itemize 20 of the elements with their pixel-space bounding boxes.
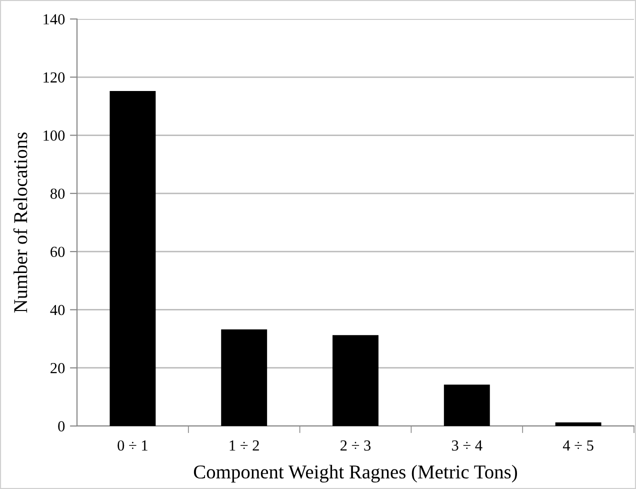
x-tick-label: 2 ÷ 3 [340, 440, 371, 451]
y-tick-label: 60 [50, 246, 65, 258]
x-tick-label: 3 ÷ 4 [452, 440, 482, 451]
x-tick-label: 0 ÷ 1 [118, 440, 148, 451]
y-tick-label: 40 [50, 304, 65, 316]
y-tick-label: 100 [44, 130, 65, 141]
bar [332, 335, 378, 426]
y-tick-label: 0 [58, 421, 65, 432]
bar [110, 90, 156, 426]
bar [444, 384, 490, 426]
y-tick-label: 20 [50, 363, 65, 374]
bar [221, 329, 268, 426]
y-tick-label: 120 [44, 72, 65, 83]
bar [555, 422, 602, 426]
y-tick-label: 80 [50, 188, 65, 199]
y-tick-label: 140 [44, 14, 65, 24]
x-axis-title: Component Weight Ragnes (Metric Tons) [194, 464, 518, 483]
x-tick-label: 1 ÷ 2 [230, 440, 259, 450]
x-tick-label: 4 ÷ 5 [562, 440, 594, 451]
y-axis-title: Number of Relocations [13, 132, 28, 313]
